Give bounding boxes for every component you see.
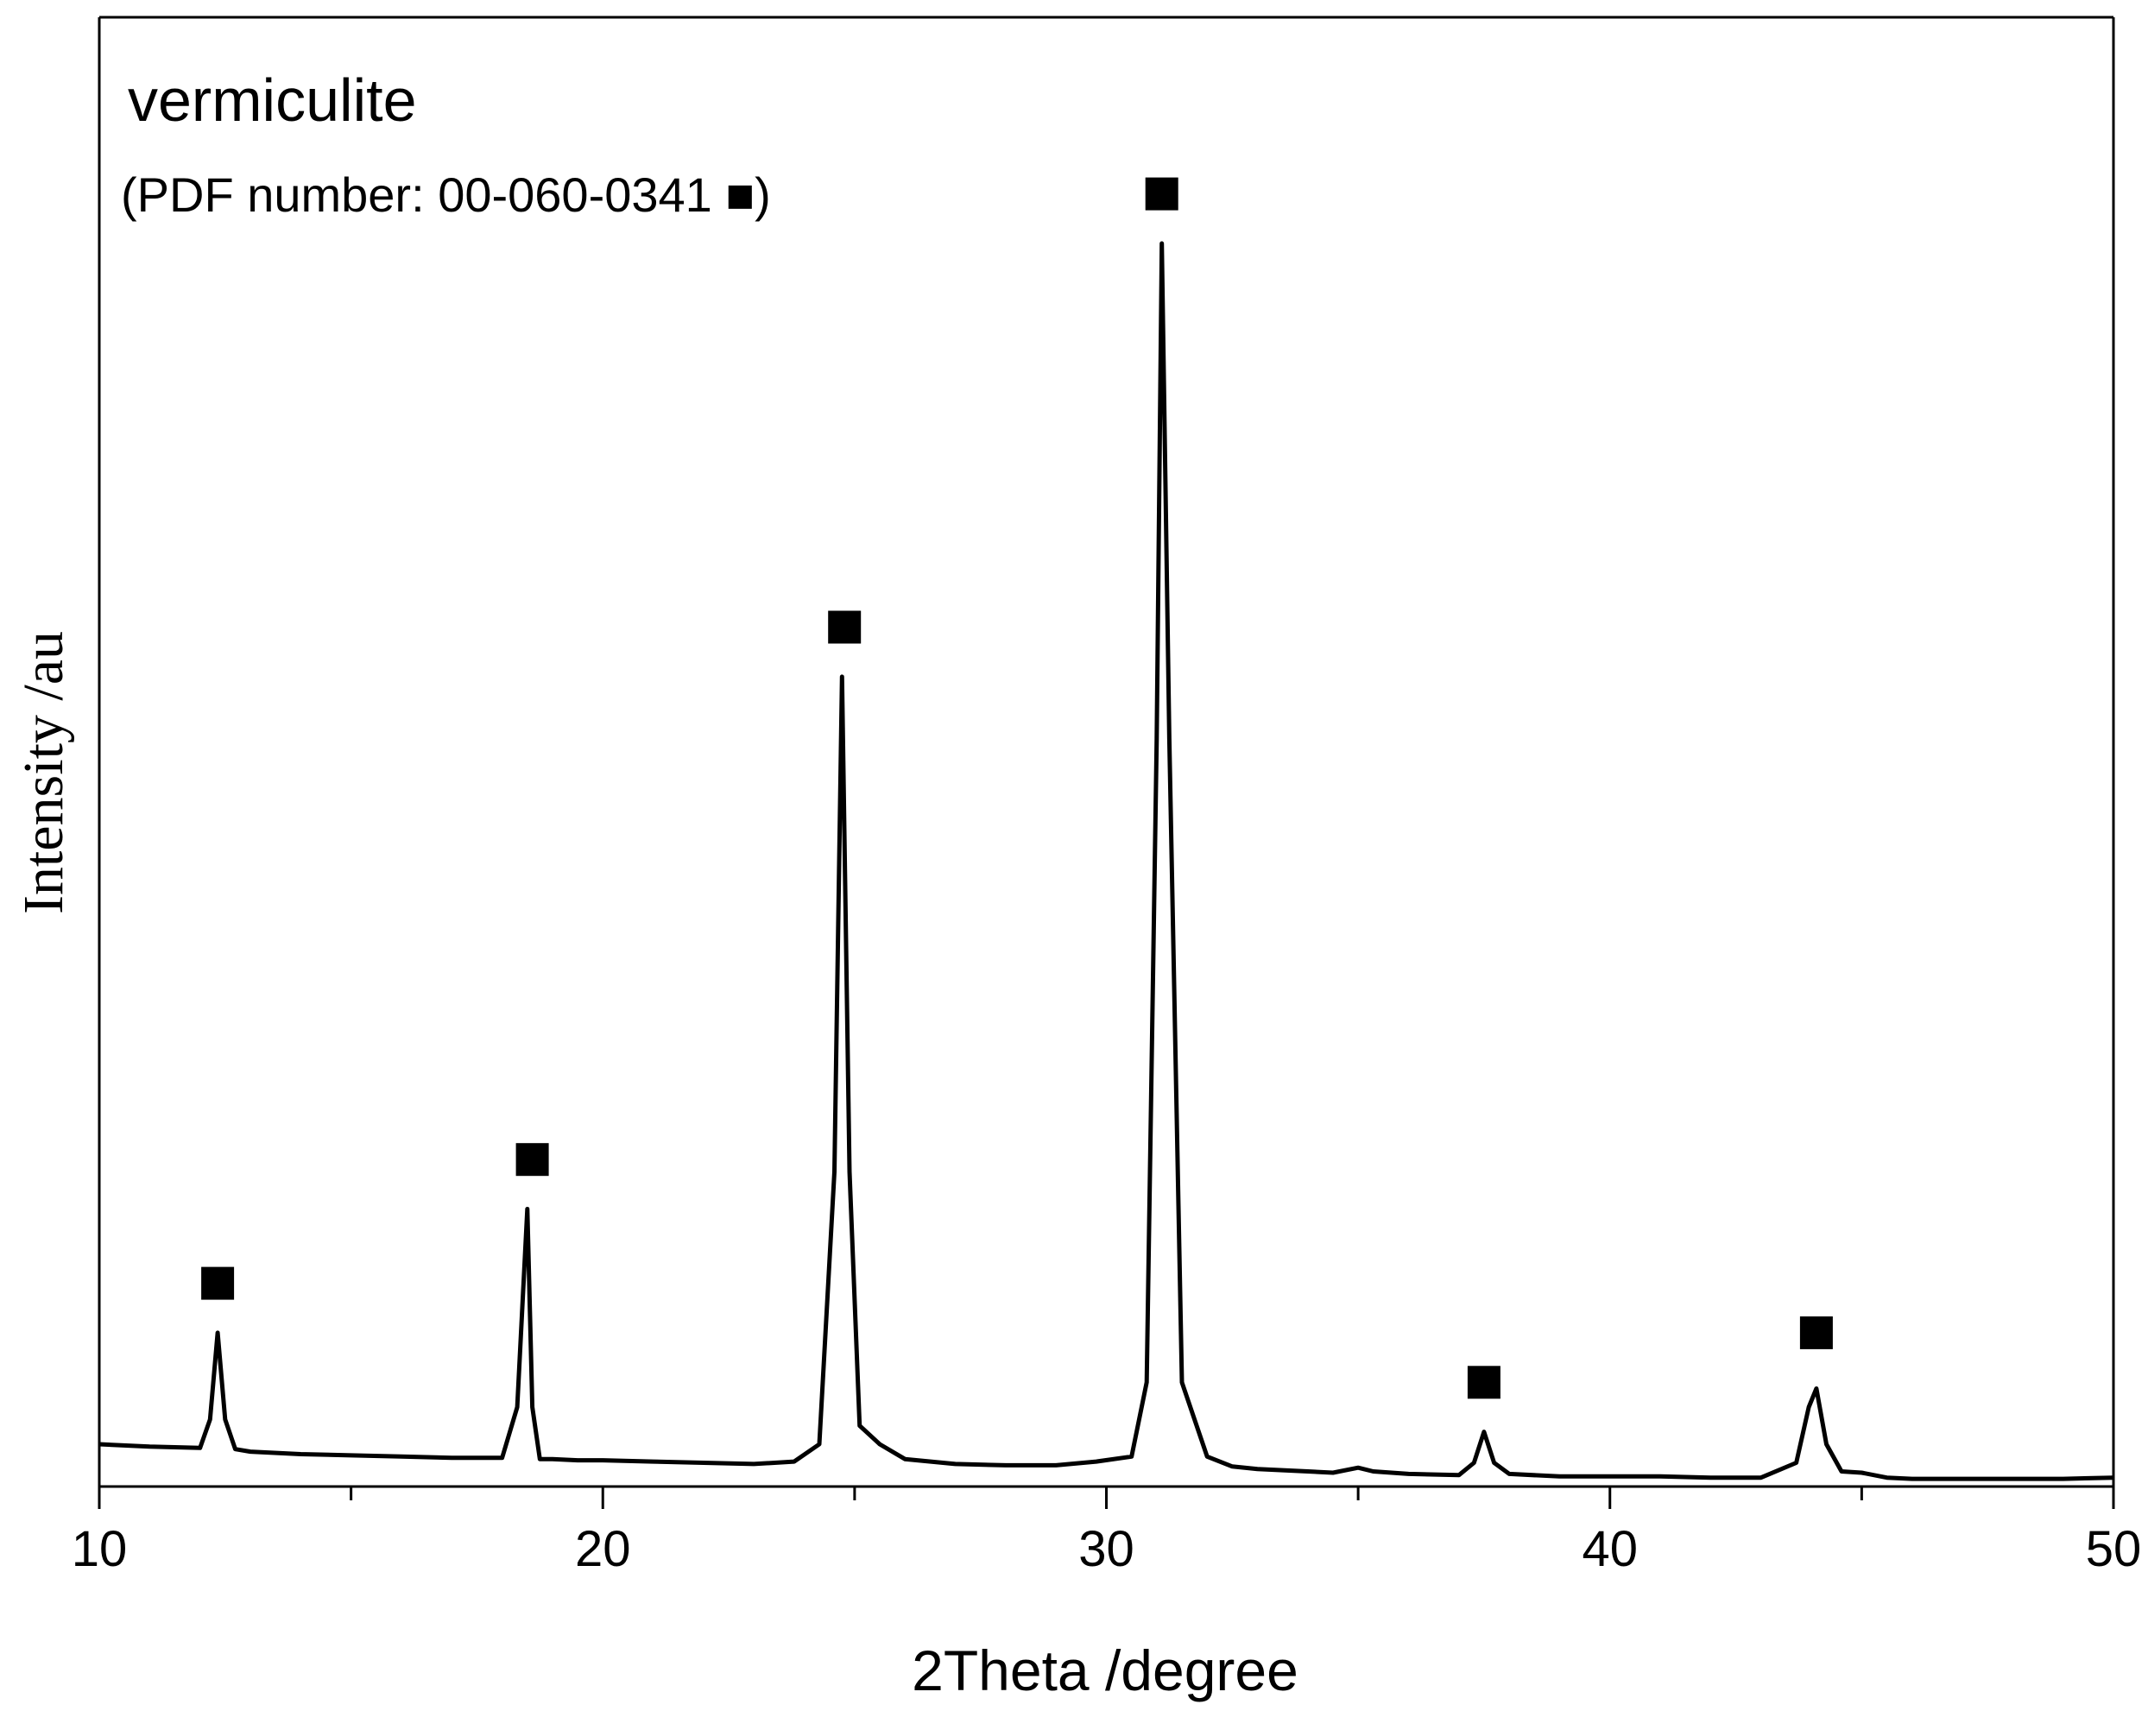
peak-marker	[1145, 177, 1178, 211]
x-tick-label: 30	[1078, 1521, 1134, 1577]
chart-title: vermiculite	[128, 66, 417, 134]
x-axis-title: 2Theta /degree	[912, 1638, 1298, 1702]
x-tick-label: 50	[2086, 1521, 2142, 1577]
x-axis-ticks	[98, 1487, 2115, 1509]
peak-markers	[201, 177, 1833, 1399]
x-tick-label: 10	[72, 1521, 128, 1577]
peak-marker	[1467, 1366, 1500, 1399]
y-axis-title: Intensity /au	[12, 631, 75, 914]
peak-marker	[201, 1266, 235, 1300]
x-axis-tick-labels: 10 20 30 40 50	[72, 1521, 2142, 1577]
peak-marker	[515, 1143, 549, 1177]
xrd-pattern-line	[98, 241, 2114, 1481]
peak-marker	[828, 610, 862, 644]
x-tick-label: 20	[575, 1521, 631, 1577]
pdf-annotation: (PDF number: 00-060-0341 ■)	[121, 167, 771, 222]
peak-marker	[1799, 1316, 1833, 1349]
x-tick-label: 40	[1582, 1521, 1638, 1577]
